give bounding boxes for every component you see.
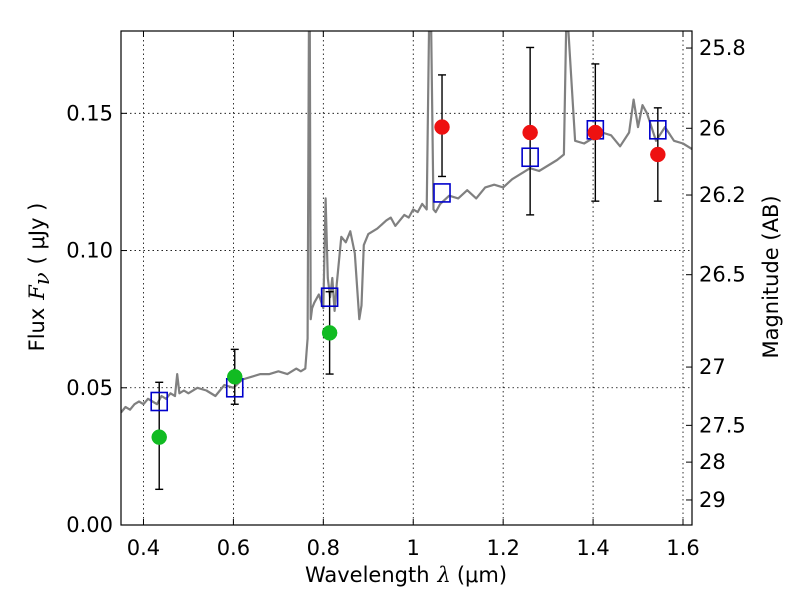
model-square-marker <box>150 391 169 412</box>
y2-tick-label: 25.8 <box>699 36 746 60</box>
x-tick-label: 0.8 <box>307 536 340 560</box>
model-square-marker <box>521 147 539 168</box>
y-tick-label: 0.00 <box>66 513 113 537</box>
green-data-point <box>151 429 167 445</box>
y2-tick-label: 29 <box>699 488 726 512</box>
model-spectrum-line <box>121 31 692 414</box>
plot-frame <box>120 30 693 526</box>
x-tick-label: 0.4 <box>127 536 160 560</box>
red-data-point <box>522 124 538 141</box>
y2-tick-label: 28 <box>699 450 726 474</box>
y2-tick-label: 26 <box>699 116 726 140</box>
y-tick-label: 0.05 <box>66 376 113 400</box>
x-tick-label: 1.4 <box>576 536 609 560</box>
plot-area <box>121 31 692 491</box>
model-square-marker <box>649 120 667 140</box>
y-tick-label: 0.10 <box>66 239 113 263</box>
y2-tick-label: 27.5 <box>699 413 746 437</box>
x-tick-label: 1.6 <box>666 536 699 560</box>
green-data-point <box>321 325 338 341</box>
red-data-point <box>587 124 604 141</box>
red-data-point <box>434 119 450 135</box>
green-data-point <box>227 369 243 385</box>
y-axis-label: FluxFν( μJy ) <box>25 203 54 352</box>
grid <box>121 31 692 526</box>
y2-axis-label: Magnitude (AB) <box>759 195 783 358</box>
y2-tick-label: 26.5 <box>699 263 746 287</box>
y2-tick-label: 26.2 <box>699 183 746 207</box>
y-tick-label: 0.15 <box>66 101 113 125</box>
axis-ticks: 0.4 0.6 0.8 1 1.2 1.4 1.6 0.00 0.05 0.10 0.15 25.8 2… <box>66 31 746 560</box>
y2-tick-label: 27 <box>699 355 726 379</box>
red-data-point <box>650 146 666 163</box>
model-square-marker <box>433 183 451 203</box>
x-axis-label: Wavelength λ (μm) <box>305 563 507 587</box>
x-tick-label: 0.6 <box>217 536 250 560</box>
model-square-marker <box>320 287 339 308</box>
x-tick-label: 1 <box>407 536 420 560</box>
x-tick-label: 1.2 <box>486 536 519 560</box>
